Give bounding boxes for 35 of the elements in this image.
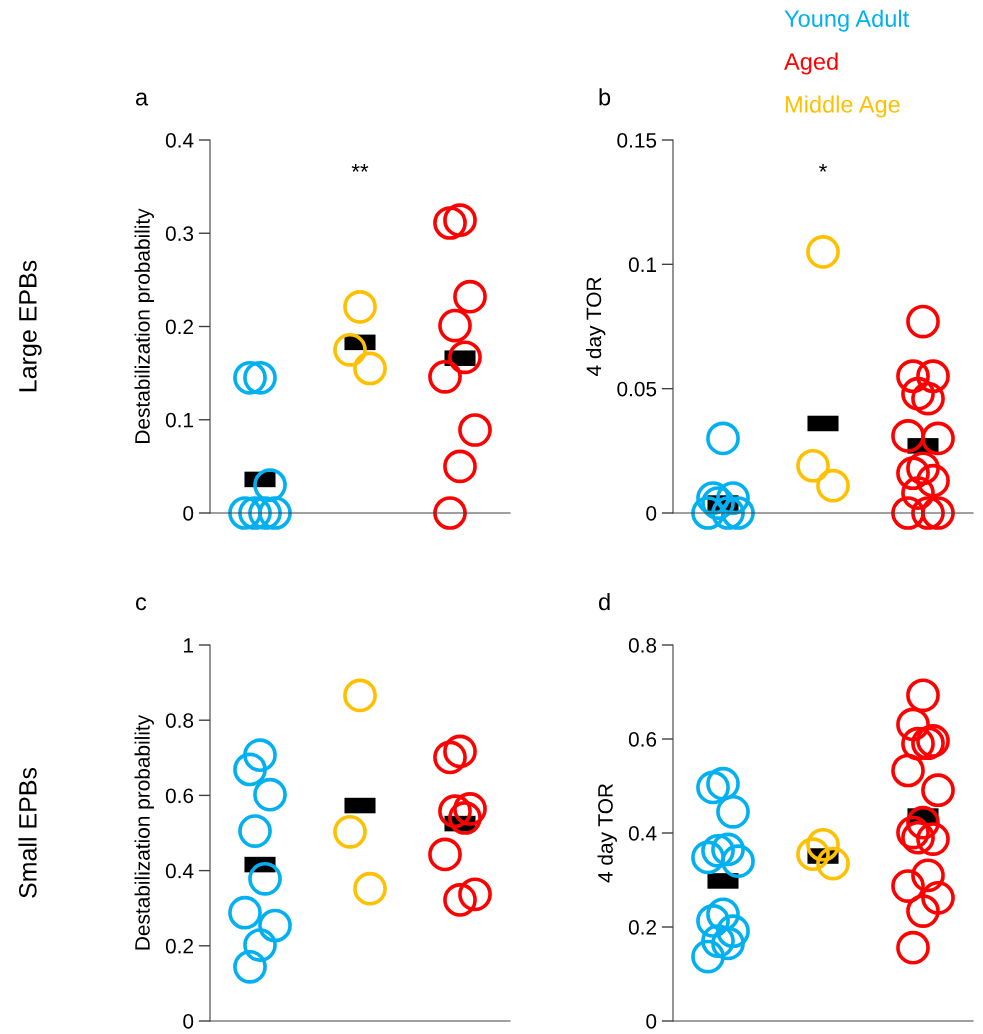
annotation: * <box>819 164 827 172</box>
y-tick-label: 0 <box>646 506 657 521</box>
y-tick-label: 0.8 <box>628 638 657 653</box>
text: Large EPBs <box>19 260 42 392</box>
y-axis-title: 4 day TOR <box>585 277 606 377</box>
y-axis-title: Destabilization probability <box>134 208 154 443</box>
y-tick-label: 0.15 <box>617 133 657 148</box>
y-tick-label: 0.2 <box>628 920 656 935</box>
y-tick-label: 0 <box>646 1014 657 1029</box>
y-tick-label: 0.1 <box>165 412 194 428</box>
y-tick-label: 0 <box>183 1014 194 1029</box>
text: Middle Age <box>785 95 900 118</box>
y-tick-label: 0.3 <box>165 226 194 241</box>
y-tick-label: 0.4 <box>628 826 657 841</box>
y-tick-label: 0.2 <box>165 319 193 335</box>
chart-title: c <box>136 597 147 611</box>
y-tick-label: 0.1 <box>628 257 657 273</box>
text: Aged <box>784 52 838 75</box>
y-tick-label: 0.6 <box>628 732 657 747</box>
chart-title: a <box>136 92 149 106</box>
y-axis-title: 4 day TOR <box>597 783 617 883</box>
text: Young Adult <box>784 9 910 32</box>
y-tick-label: 1 <box>184 638 194 653</box>
text: Small EPBs <box>18 767 37 898</box>
annotation: ** <box>351 164 369 172</box>
y-tick-label: 0.4 <box>165 863 194 879</box>
y-tick-label: 0.2 <box>165 938 193 954</box>
y-tick-label: 0 <box>183 506 194 521</box>
y-tick-label: 0.6 <box>165 788 194 804</box>
y-tick-label: 0.05 <box>617 381 657 397</box>
y-tick-label: 0.8 <box>165 713 194 728</box>
y-tick-label: 0.4 <box>165 133 194 148</box>
chart-title: d <box>598 592 610 611</box>
chart-title: b <box>599 88 611 106</box>
y-axis-title: Destabilization probability <box>134 714 154 950</box>
